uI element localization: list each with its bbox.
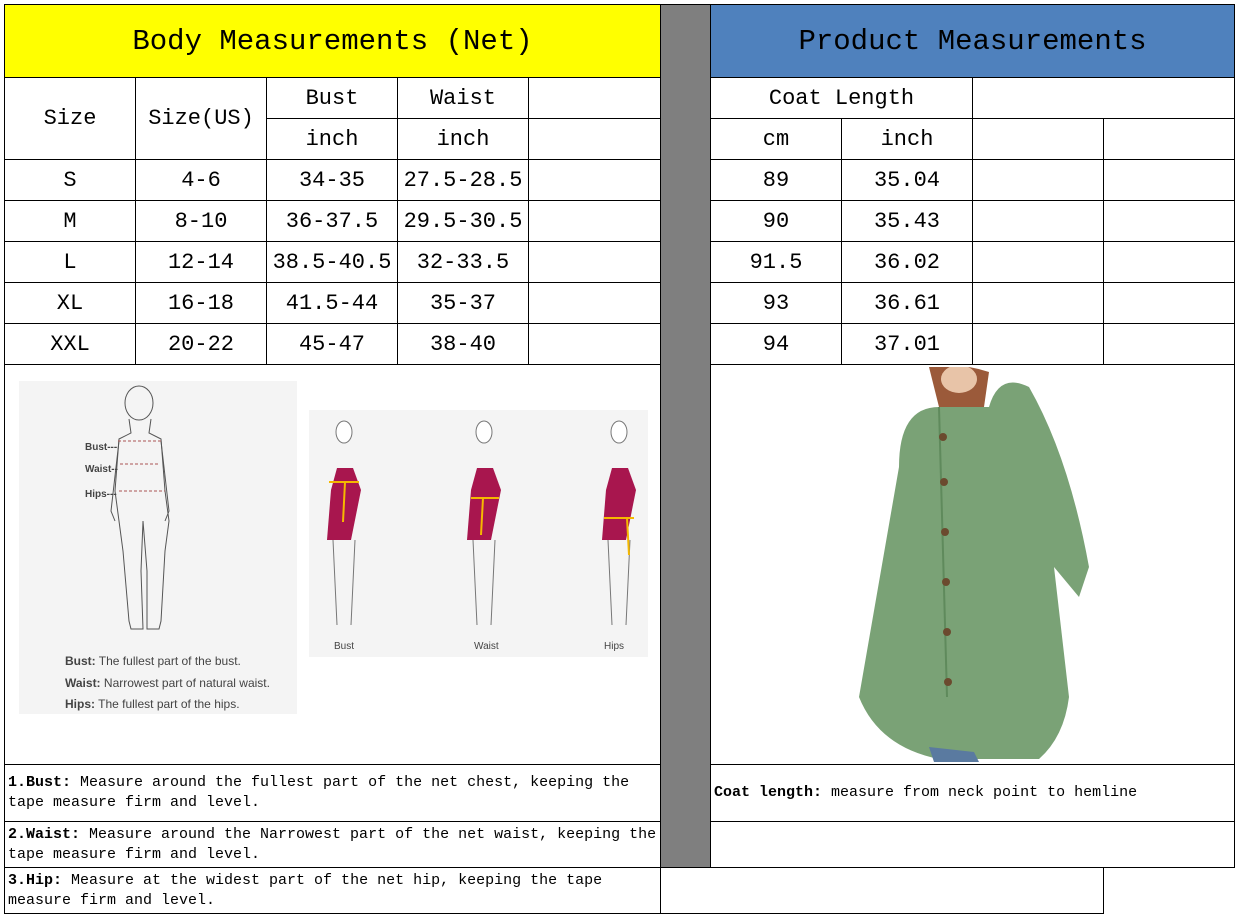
legend-hips: Hips: The fullest part of the hips.	[65, 697, 240, 711]
table-row: L 12-14 38.5-40.5 32-33.5 91.5 36.02	[4, 241, 1235, 283]
empty-cell	[1103, 241, 1235, 283]
empty-cell	[528, 159, 661, 201]
col-cm: cm	[710, 118, 842, 160]
size-cell: XL	[4, 282, 136, 324]
inch-cell: 35.04	[841, 159, 973, 201]
inch-cell: 36.61	[841, 282, 973, 324]
waist-cell: 27.5-28.5	[397, 159, 529, 201]
us-size-cell: 12-14	[135, 241, 267, 283]
col-inch: inch	[841, 118, 973, 160]
waist-cell: 35-37	[397, 282, 529, 324]
empty-cell	[528, 118, 661, 160]
body-diagram: Bust--- Waist-- Hips--- Bust: The fulles…	[19, 381, 297, 714]
note-hip: 3.Hip: Measure at the widest part of the…	[4, 867, 661, 914]
note-bust: 1.Bust: Measure around the fullest part …	[4, 764, 661, 822]
col-bust: Bust	[266, 77, 398, 119]
cm-cell: 90	[710, 200, 842, 242]
cm-cell: 89	[710, 159, 842, 201]
caption-waist: Waist	[474, 641, 499, 652]
empty-cell	[972, 77, 1235, 119]
col-size-us: Size(US)	[135, 77, 267, 160]
empty-cell	[660, 867, 1104, 914]
caption-hips: Hips	[604, 641, 625, 652]
us-size-cell: 20-22	[135, 323, 267, 365]
table-row: S 4-6 34-35 27.5-28.5 89 35.04	[4, 159, 1235, 201]
col-size: Size	[4, 77, 136, 160]
us-size-cell: 16-18	[135, 282, 267, 324]
body-measurements-header: Body Measurements (Net)	[4, 4, 661, 78]
empty-cell	[528, 323, 661, 365]
us-size-cell: 8-10	[135, 200, 267, 242]
empty-cell	[972, 159, 1104, 201]
dress-figure-icon	[327, 420, 637, 626]
product-measurements-header: Product Measurements	[710, 4, 1235, 78]
bust-cell: 36-37.5	[266, 200, 398, 242]
empty-cell	[528, 282, 661, 324]
cm-cell: 93	[710, 282, 842, 324]
table-row: M 8-10 36-37.5 29.5-30.5 90 35.43	[4, 200, 1235, 242]
hips-label: Hips---	[85, 489, 117, 500]
empty-cell	[1103, 200, 1235, 242]
cm-cell: 91.5	[710, 241, 842, 283]
size-cell: L	[4, 241, 136, 283]
empty-cell	[972, 241, 1104, 283]
inch-cell: 37.01	[841, 323, 973, 365]
empty-cell	[972, 282, 1104, 324]
empty-cell	[528, 200, 661, 242]
waist-cell: 38-40	[397, 323, 529, 365]
measurement-illustration: Bust--- Waist-- Hips--- Bust: The fulles…	[4, 364, 661, 765]
col-waist-unit: inch	[397, 118, 529, 160]
waist-label: Waist--	[85, 464, 118, 475]
dress-figures: Bust Waist Hips	[309, 410, 648, 657]
col-coat-length: Coat Length	[710, 77, 973, 119]
size-cell: S	[4, 159, 136, 201]
table-row: XL 16-18 41.5-44 35-37 93 36.61	[4, 282, 1235, 324]
empty-cell	[528, 77, 661, 119]
cm-cell: 94	[710, 323, 842, 365]
size-cell: M	[4, 200, 136, 242]
empty-cell	[1103, 323, 1235, 365]
legend-bust: Bust: The fullest part of the bust.	[65, 654, 241, 668]
col-bust-unit: inch	[266, 118, 398, 160]
note-waist: 2.Waist: Measure around the Narrowest pa…	[4, 821, 661, 868]
bust-cell: 38.5-40.5	[266, 241, 398, 283]
empty-cell	[972, 118, 1104, 160]
body-outline-icon	[110, 385, 170, 630]
bust-cell: 41.5-44	[266, 282, 398, 324]
table-row: XXL 20-22 45-47 38-40 94 37.01	[4, 323, 1235, 365]
legend-waist: Waist: Narrowest part of natural waist.	[65, 676, 270, 690]
green-coat-image	[859, 367, 1089, 762]
col-waist: Waist	[397, 77, 529, 119]
us-size-cell: 4-6	[135, 159, 267, 201]
empty-cell	[1103, 118, 1235, 160]
size-cell: XXL	[4, 323, 136, 365]
caption-bust: Bust	[334, 641, 355, 652]
waist-cell: 29.5-30.5	[397, 200, 529, 242]
note-coat-length: Coat length: measure from neck point to …	[710, 764, 1235, 822]
empty-cell	[710, 821, 1235, 868]
empty-cell	[972, 200, 1104, 242]
divider-column	[660, 4, 711, 868]
bust-cell: 34-35	[266, 159, 398, 201]
product-photo	[710, 364, 1235, 765]
waist-cell: 32-33.5	[397, 241, 529, 283]
empty-cell	[528, 241, 661, 283]
bust-cell: 45-47	[266, 323, 398, 365]
inch-cell: 36.02	[841, 241, 973, 283]
size-chart: Body Measurements (Net) Product Measurem…	[4, 4, 1235, 914]
bust-label: Bust---	[85, 442, 118, 453]
empty-cell	[1103, 282, 1235, 324]
empty-cell	[972, 323, 1104, 365]
inch-cell: 35.43	[841, 200, 973, 242]
empty-cell	[1103, 159, 1235, 201]
